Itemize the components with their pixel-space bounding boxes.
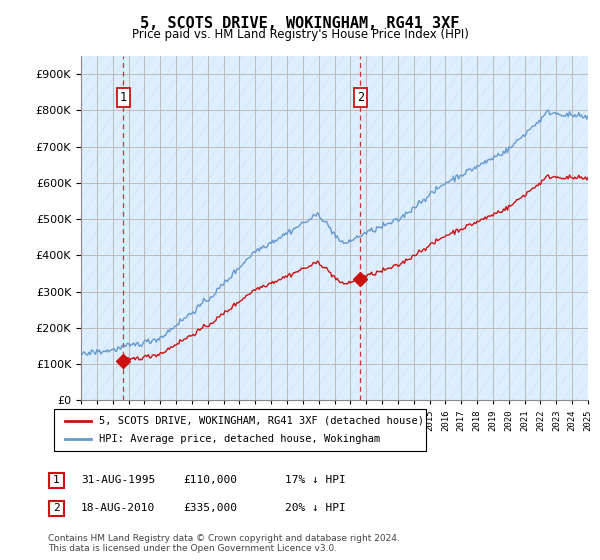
Text: 5, SCOTS DRIVE, WOKINGHAM, RG41 3XF: 5, SCOTS DRIVE, WOKINGHAM, RG41 3XF xyxy=(140,16,460,31)
Text: 2: 2 xyxy=(53,503,60,514)
Text: 17% ↓ HPI: 17% ↓ HPI xyxy=(285,475,346,486)
Text: Contains HM Land Registry data © Crown copyright and database right 2024.
This d: Contains HM Land Registry data © Crown c… xyxy=(48,534,400,553)
Text: £110,000: £110,000 xyxy=(183,475,237,486)
Text: 18-AUG-2010: 18-AUG-2010 xyxy=(81,503,155,514)
Text: 20% ↓ HPI: 20% ↓ HPI xyxy=(285,503,346,514)
Text: Price paid vs. HM Land Registry's House Price Index (HPI): Price paid vs. HM Land Registry's House … xyxy=(131,28,469,41)
Text: 2: 2 xyxy=(357,91,364,104)
Text: 1: 1 xyxy=(53,475,60,486)
Text: 5, SCOTS DRIVE, WOKINGHAM, RG41 3XF (detached house): 5, SCOTS DRIVE, WOKINGHAM, RG41 3XF (det… xyxy=(98,416,424,426)
Text: HPI: Average price, detached house, Wokingham: HPI: Average price, detached house, Woki… xyxy=(98,434,380,444)
Text: 31-AUG-1995: 31-AUG-1995 xyxy=(81,475,155,486)
Text: £335,000: £335,000 xyxy=(183,503,237,514)
Text: 1: 1 xyxy=(119,91,127,104)
